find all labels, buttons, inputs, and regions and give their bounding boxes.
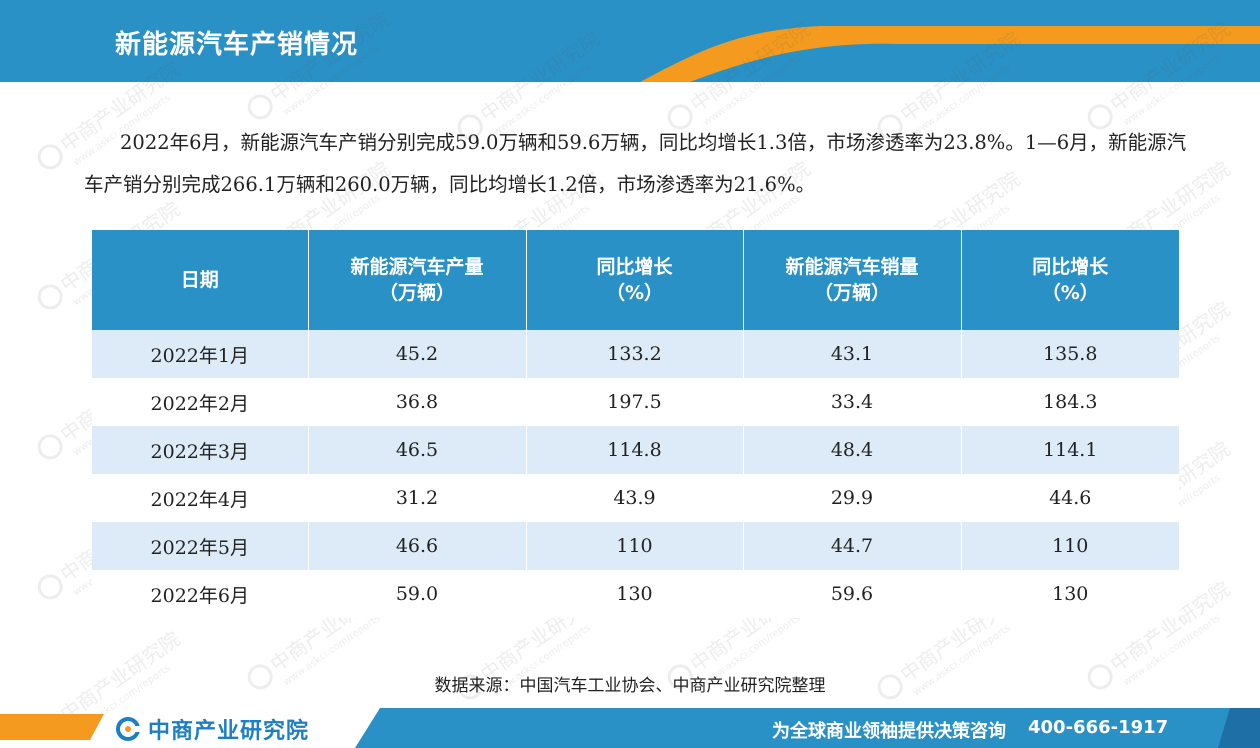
cell-sales-yoy: 130 (960, 570, 1179, 618)
cell-sales: 59.6 (742, 570, 961, 618)
intro-paragraph: 2022年6月，新能源汽车产销分别完成59.0万辆和59.6万辆，同比均增长1.… (84, 131, 1187, 196)
header-date: 日期 (92, 230, 308, 330)
header-production: 新能源汽车产量 （万辆） (307, 230, 526, 330)
table-row: 2022年1月 45.2 133.2 43.1 135.8 (92, 330, 1179, 378)
cell-production-yoy: 43.9 (525, 474, 743, 522)
cell-sales-yoy: 44.6 (960, 474, 1179, 522)
brand-logo-icon (116, 717, 140, 741)
brand-logo: 中商产业研究院 (116, 713, 309, 745)
table-header-row: 日期 新能源汽车产量 （万辆） 同比增长 （%） 新能源汽车销量 （万辆） 同比增长（… (92, 230, 1179, 330)
page-title: 新能源汽车产销情况 (115, 30, 359, 60)
cell-production-yoy: 130 (525, 570, 743, 618)
table-row: 2022年5月 46.6 110 44.7 110 (92, 522, 1179, 570)
cell-sales-yoy: 114.1 (960, 426, 1179, 474)
cell-sales: 44.7 (742, 522, 961, 570)
cell-production-yoy: 197.5 (525, 378, 743, 426)
table-row: 2022年2月 36.8 197.5 33.4 184.3 (92, 378, 1179, 426)
cell-production-yoy: 114.8 (525, 426, 743, 474)
cell-sales-yoy: 110 (960, 522, 1179, 570)
footer-background (0, 708, 1260, 748)
cell-sales: 33.4 (742, 378, 961, 426)
cell-sales: 29.9 (742, 474, 961, 522)
cell-production: 46.5 (307, 426, 526, 474)
footer-phone: 400-666-1917 (1028, 717, 1169, 738)
header-bar: 新能源汽车产销情况 (0, 0, 1260, 82)
cell-sales: 43.1 (742, 330, 961, 378)
cell-production: 59.0 (307, 570, 526, 618)
table-row: 2022年6月 59.0 130 59.6 130 (92, 570, 1179, 618)
header-production-yoy: 同比增长 （%） (525, 230, 743, 330)
cell-date: 2022年1月 (92, 330, 308, 378)
cell-production-yoy: 133.2 (525, 330, 743, 378)
brand-logo-text: 中商产业研究院 (148, 719, 310, 744)
footer-bar: 中商产业研究院 为全球商业领袖提供决策咨询 400-666-1917 (0, 708, 1260, 748)
cell-production: 45.2 (307, 330, 526, 378)
cell-date: 2022年3月 (92, 426, 308, 474)
cell-date: 2022年6月 (92, 570, 308, 618)
data-source-note: 数据来源：中国汽车工业协会、中商产业研究院整理 (434, 676, 826, 696)
cell-production: 31.2 (307, 474, 526, 522)
cell-date: 2022年5月 (92, 522, 308, 570)
cell-sales-yoy: 135.8 (960, 330, 1179, 378)
cell-sales: 48.4 (742, 426, 961, 474)
cell-production: 36.8 (307, 378, 526, 426)
header-sales-yoy: 同比增长 （%） (960, 230, 1179, 330)
cell-date: 2022年4月 (92, 474, 308, 522)
cell-production: 46.6 (307, 522, 526, 570)
cell-date: 2022年2月 (92, 378, 308, 426)
cell-sales-yoy: 184.3 (960, 378, 1179, 426)
production-sales-table: 日期 新能源汽车产量 （万辆） 同比增长 （%） 新能源汽车销量 （万辆） 同比增长（… (92, 230, 1179, 618)
footer-slogan: 为全球商业领袖提供决策咨询 (772, 721, 1006, 742)
table-row: 2022年4月 31.2 43.9 29.9 44.6 (92, 474, 1179, 522)
cell-production-yoy: 110 (525, 522, 743, 570)
header-swoosh-decoration (0, 0, 1260, 82)
header-sales: 新能源汽车销量 （万辆） (742, 230, 961, 330)
table-row: 2022年3月 46.5 114.8 48.4 114.1 (92, 426, 1179, 474)
